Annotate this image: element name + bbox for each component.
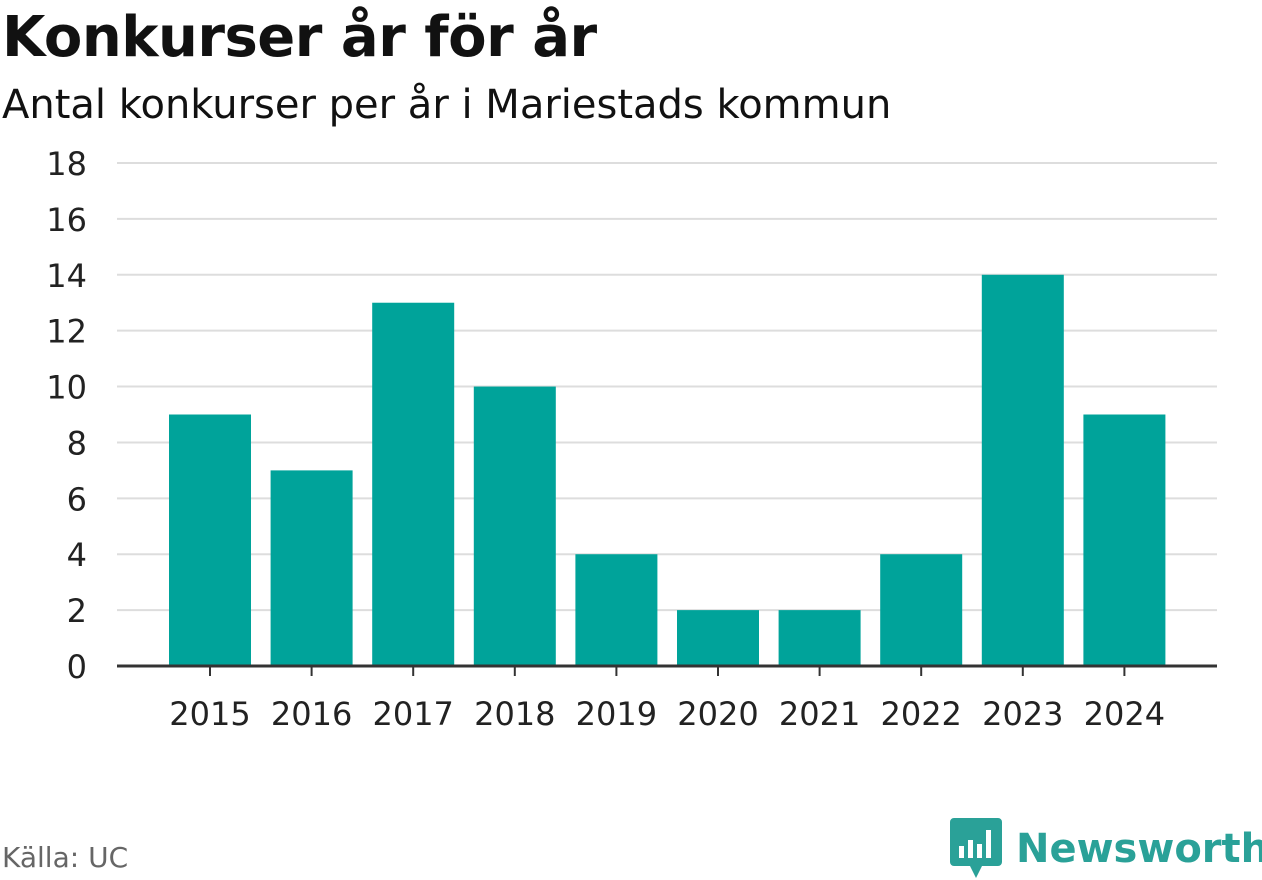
bar-chart-speech-bubble-icon — [950, 818, 1002, 878]
bars — [169, 274, 1166, 666]
x-tick-label-2023: 2023 — [982, 695, 1063, 733]
chart-subtitle: Antal konkurser per år i Mariestads komm… — [2, 82, 892, 128]
brand-name: Newsworthy — [1016, 826, 1262, 872]
bar-2016 — [270, 470, 353, 666]
y-axis-tick-labels: 0 2 4 6 8 10 12 14 16 18 — [46, 145, 87, 686]
y-tick-label-6: 6 — [67, 480, 87, 518]
y-tick-label-8: 8 — [67, 424, 87, 462]
y-tick-label-10: 10 — [46, 369, 87, 407]
bar-2022 — [880, 554, 963, 666]
bar-2024 — [1083, 414, 1166, 666]
bar-2020 — [677, 610, 759, 666]
y-tick-label-14: 14 — [46, 257, 87, 295]
chart-title: Konkurser år för år — [2, 5, 597, 70]
bar-2023 — [981, 274, 1064, 666]
y-tick-label-16: 16 — [46, 201, 87, 239]
bar-2019 — [575, 554, 658, 666]
bar-2021 — [778, 610, 861, 666]
y-tick-label-12: 12 — [46, 313, 87, 351]
bar-2015 — [169, 414, 251, 666]
x-tick-label-2017: 2017 — [372, 695, 453, 733]
y-tick-label-18: 18 — [46, 145, 87, 183]
newsworthy-logo: Newsworthy — [950, 818, 1262, 880]
bar-2017 — [372, 302, 455, 666]
x-tick-label-2024: 2024 — [1084, 695, 1165, 733]
x-axis-tick-labels: 2015 2016 2017 2018 2019 2020 2021 2022 2023 2024 — [169, 695, 1165, 733]
bar-2018 — [473, 386, 556, 666]
x-tick-label-2022: 2022 — [880, 695, 961, 733]
y-tick-label-0: 0 — [67, 648, 87, 686]
x-axis — [117, 664, 1217, 676]
x-tick-label-2016: 2016 — [271, 695, 352, 733]
x-tick-label-2020: 2020 — [677, 695, 758, 733]
x-tick-label-2015: 2015 — [169, 695, 250, 733]
source-note: Källa: UC — [2, 841, 129, 874]
y-tick-label-2: 2 — [67, 592, 87, 630]
y-tick-label-4: 4 — [67, 536, 87, 574]
x-tick-label-2018: 2018 — [474, 695, 555, 733]
x-tick-label-2021: 2021 — [779, 695, 860, 733]
x-tick-label-2019: 2019 — [576, 695, 657, 733]
